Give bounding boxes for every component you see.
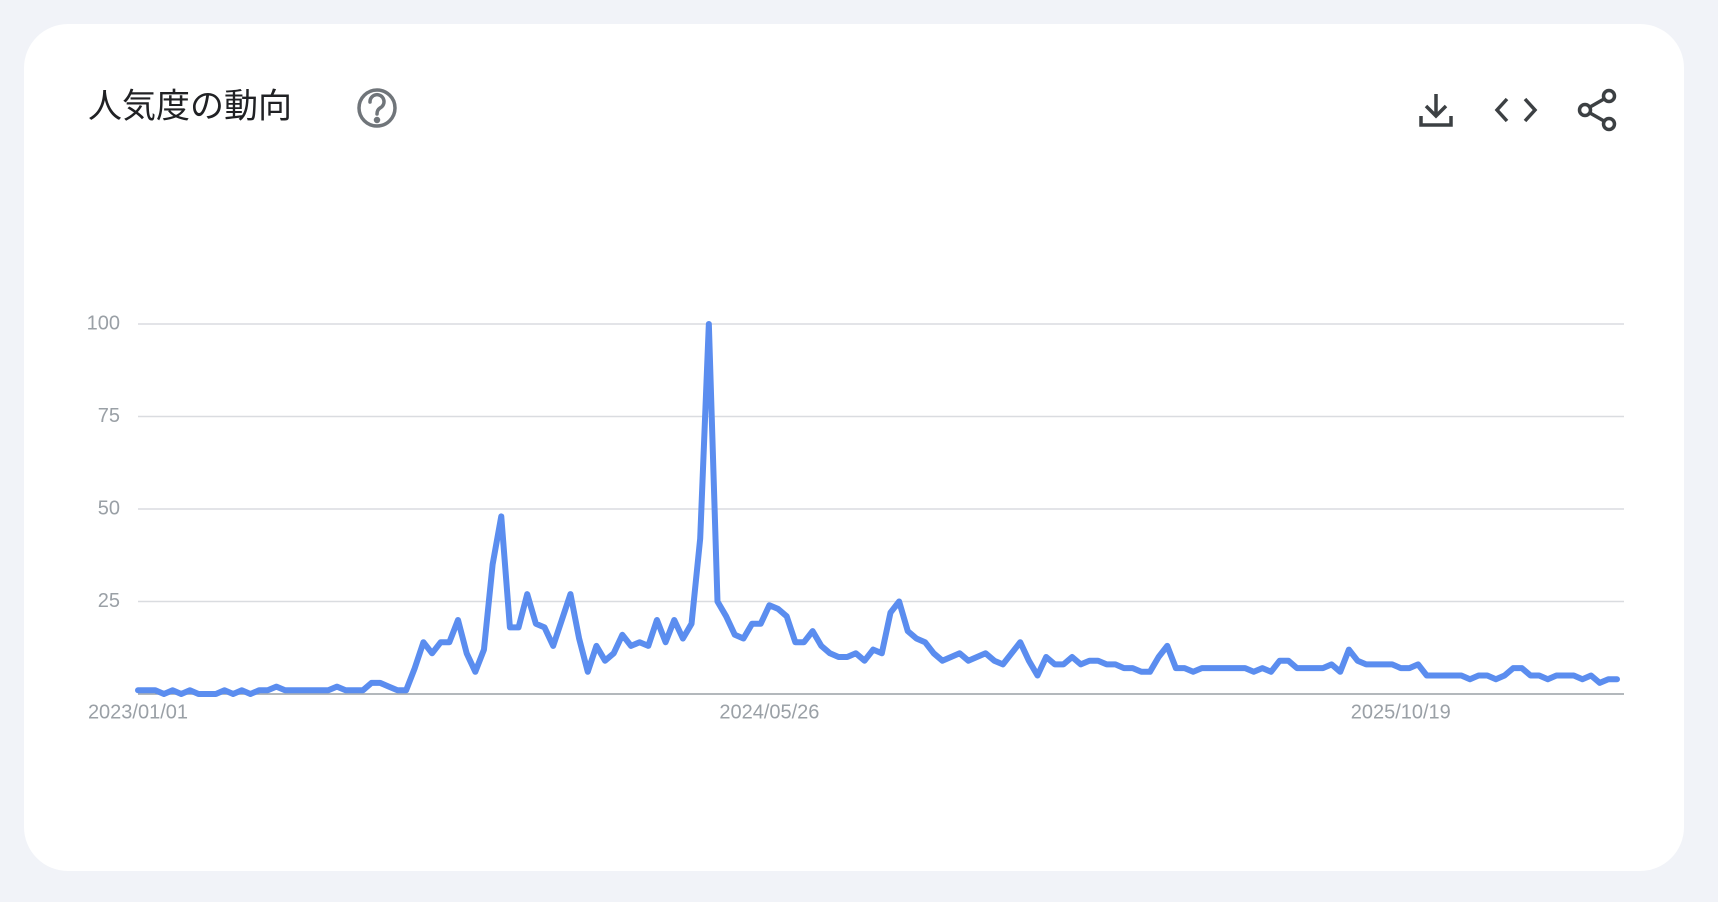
download-button[interactable]	[1419, 94, 1453, 127]
x-tick-label: 2025/10/19	[1351, 701, 1451, 723]
trend-line	[135, 321, 1620, 697]
y-tick-label: 100	[87, 312, 120, 334]
x-tick-label: 2023/01/01	[88, 701, 188, 723]
card	[24, 24, 1684, 871]
x-tick-label: 2024/05/26	[719, 701, 819, 723]
share-button[interactable]	[1577, 88, 1617, 132]
y-tick-label: 50	[98, 497, 120, 519]
y-tick-label: 75	[98, 405, 120, 427]
y-tick-label: 25	[98, 590, 120, 612]
embed-button[interactable]	[1494, 97, 1538, 123]
chart-title: 人気度の動向	[88, 87, 292, 127]
help-icon[interactable]	[357, 88, 397, 128]
